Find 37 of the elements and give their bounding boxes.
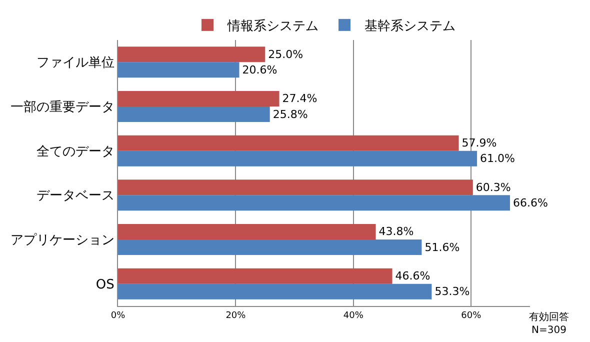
data-label: 25.0% [268,48,304,61]
x-tick-label: 40% [343,310,364,321]
text: 有効回答 N=309 [529,311,569,336]
bar [118,224,376,240]
data-label: 66.6% [512,196,548,210]
data-label: 43.8% [378,225,414,238]
bar [118,135,459,151]
bar [118,180,473,196]
legend-label: 基幹系システム [364,19,456,34]
data-label: 20.6% [242,63,278,76]
data-label: 60.3% [476,180,511,194]
data-label: 53.3% [434,285,470,298]
bar [118,106,270,122]
y-tick-label: データベース [36,188,114,204]
bar [118,62,240,78]
data-label: 46.6% [395,270,430,283]
data-label: 57.9% [462,136,497,150]
bar [118,240,422,256]
data-label: 27.4% [282,92,318,106]
legend-label: 情報系システム [226,19,318,34]
bar [118,268,392,284]
y-tick-label: OS [96,277,114,292]
x-tick-label: 60% [461,310,482,321]
data-label: 61.0% [480,152,515,166]
y-tick-label: アプリケーション [10,233,114,248]
y-tick-label: 全てのデータ [36,144,114,160]
y-tick-label: 一部の重要データ [10,100,114,116]
x-tick-label: 20% [226,310,246,321]
y-tick-label: ファイル単位 [36,56,114,71]
x-tick-label: 0% [110,310,126,321]
data-label: 51.6% [424,240,460,254]
data-label: 25.8% [272,108,308,121]
bar [118,195,510,211]
bar [118,46,266,62]
bar [118,90,280,106]
bar [118,284,432,300]
bar [118,150,478,166]
